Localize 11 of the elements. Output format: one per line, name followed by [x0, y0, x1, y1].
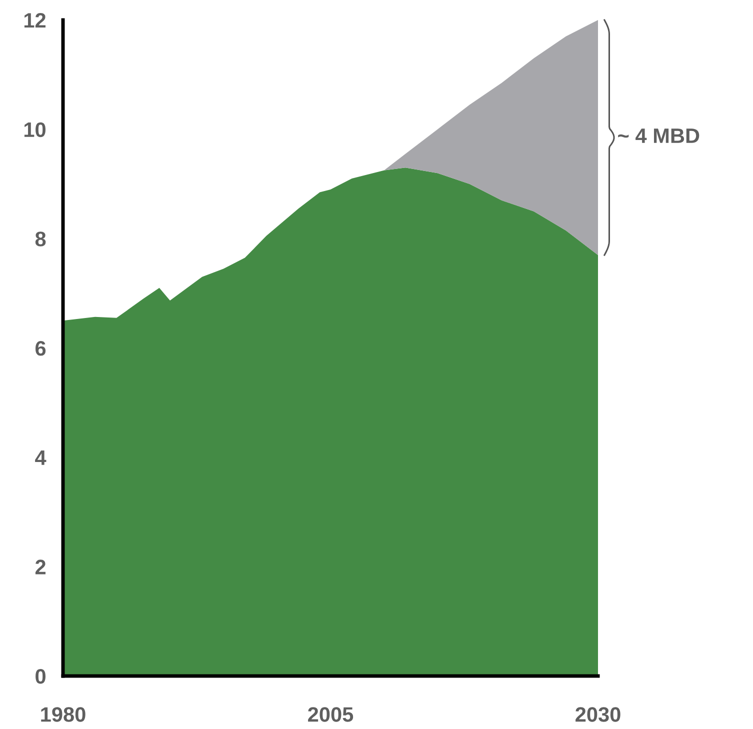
y-tick-label: 4	[35, 450, 46, 465]
x-tick-label: 2030	[576, 707, 620, 722]
y-tick-label: 12	[24, 13, 46, 28]
y-tick-label: 0	[36, 669, 46, 684]
y-tick-label: 6	[36, 341, 46, 356]
y-tick-label: 8	[35, 232, 46, 246]
y-tick-label: 10	[24, 122, 46, 138]
x-tick-label: 2005	[308, 707, 354, 722]
y-tick-label: 2	[35, 560, 46, 574]
x-tick-label: 1980	[41, 707, 86, 722]
text: ~ 4 MBD	[618, 128, 700, 143]
